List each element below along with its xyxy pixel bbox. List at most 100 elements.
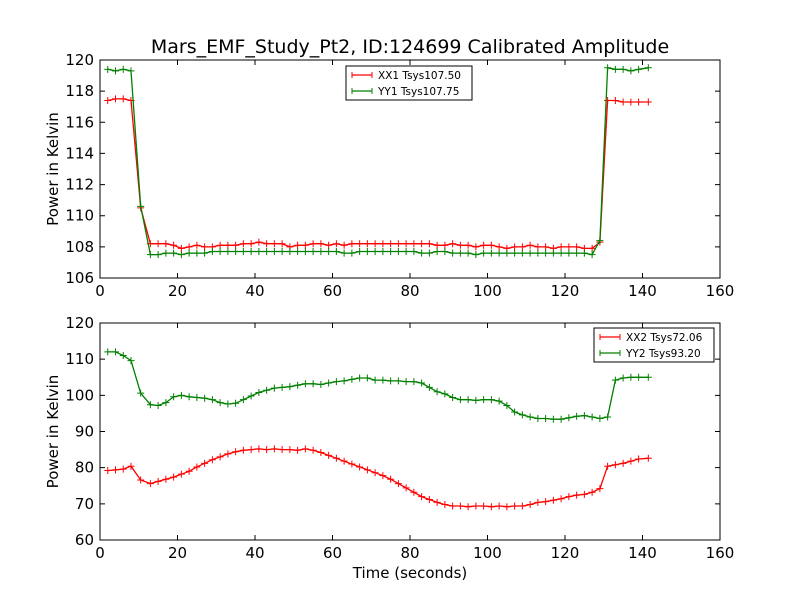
data-point (565, 249, 573, 257)
x-tick-label: 140 (628, 282, 657, 300)
data-point (216, 453, 224, 461)
data-point (193, 249, 201, 257)
data-point (185, 467, 193, 475)
data-point (112, 95, 119, 103)
data-point (635, 373, 643, 381)
data-point (425, 240, 433, 248)
data-point (518, 502, 526, 510)
data-point (503, 401, 511, 409)
x-tick-label: 60 (323, 544, 342, 562)
data-point (418, 249, 426, 257)
data-point (635, 455, 643, 463)
data-point (611, 96, 619, 104)
data-point (534, 249, 542, 257)
data-point (185, 249, 193, 257)
data-point (224, 400, 232, 408)
data-point (410, 240, 418, 248)
data-point (464, 503, 472, 511)
legend-entry-label: XX1 Tsys107.50 (378, 70, 461, 82)
y-tick-label: 70 (75, 495, 94, 513)
data-point (596, 237, 604, 245)
series-line (107, 98, 649, 250)
data-point (224, 450, 232, 458)
data-point (627, 457, 635, 465)
data-point (255, 238, 263, 246)
data-point (371, 469, 379, 477)
data-point (549, 249, 557, 257)
data-point (263, 386, 271, 394)
x-tick-label: 40 (245, 282, 264, 300)
subplot-2: 0 20 40 60 80 100 120 140 160 60 70 80 90 100 110 120 Po… (44, 314, 734, 582)
series-2-1 (104, 445, 652, 511)
data-point (247, 446, 255, 454)
data-point (309, 240, 317, 248)
data-point (340, 377, 348, 385)
data-point (503, 503, 511, 511)
data-point (511, 408, 519, 416)
data-point (255, 248, 263, 256)
x-tick-label: 80 (400, 282, 419, 300)
data-point (573, 249, 581, 257)
data-point (239, 446, 247, 454)
data-point (286, 248, 294, 256)
data-point (542, 414, 550, 422)
data-point (232, 399, 240, 407)
data-point (263, 446, 271, 454)
data-point (534, 243, 542, 251)
y-tick-label: 120 (65, 51, 94, 69)
data-point (177, 244, 185, 252)
series-line (107, 67, 649, 256)
data-point (627, 373, 635, 381)
data-point (580, 490, 588, 498)
legend-box (345, 65, 473, 101)
data-point (644, 454, 652, 462)
data-point (456, 396, 464, 404)
data-point (104, 348, 112, 356)
series-1-2 (104, 64, 652, 259)
data-point (549, 415, 557, 423)
data-point (332, 454, 340, 462)
data-point (441, 248, 449, 256)
data-point (487, 241, 495, 249)
data-point (348, 249, 356, 257)
data-point (394, 240, 402, 248)
data-point (325, 451, 333, 459)
data-point (588, 244, 596, 252)
data-point (255, 388, 263, 396)
data-point (565, 493, 573, 501)
legend-box (593, 327, 715, 363)
data-point (511, 502, 519, 510)
data-point (487, 503, 495, 511)
data-point (270, 384, 278, 392)
data-point (278, 383, 286, 391)
data-point (286, 446, 294, 454)
data-point (193, 463, 201, 471)
data-point (542, 498, 550, 506)
data-point (526, 413, 534, 421)
data-point (294, 446, 302, 454)
data-point (619, 65, 627, 73)
data-point (162, 240, 170, 248)
y-tick-label: 90 (75, 423, 94, 441)
data-point (294, 381, 302, 389)
data-point (410, 488, 418, 496)
data-point (232, 448, 240, 456)
data-point (627, 98, 635, 106)
data-point (480, 241, 488, 249)
data-point (611, 65, 619, 73)
data-point (441, 390, 449, 398)
data-point (449, 249, 457, 257)
y-tick-label: 110 (65, 350, 94, 368)
y-axis-label: Power in Kelvin (44, 112, 62, 226)
data-point (542, 249, 550, 257)
data-point (201, 459, 209, 467)
data-point (255, 445, 263, 453)
x-tick-label: 20 (168, 544, 187, 562)
data-point (170, 393, 178, 401)
data-point (332, 240, 340, 248)
data-point (588, 251, 596, 259)
data-point (185, 243, 193, 251)
data-point (154, 240, 162, 248)
data-point (644, 64, 652, 72)
